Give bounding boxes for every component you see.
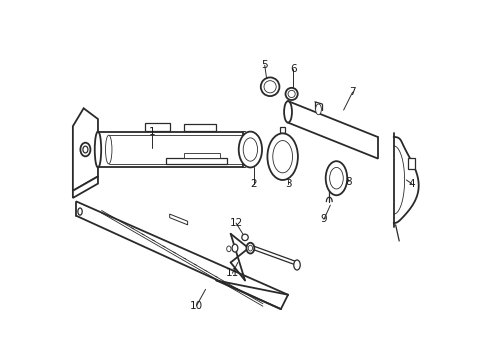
Ellipse shape (330, 167, 343, 189)
Polygon shape (408, 158, 416, 169)
Polygon shape (145, 123, 170, 131)
Ellipse shape (243, 138, 258, 161)
Text: 10: 10 (190, 301, 203, 311)
Ellipse shape (264, 81, 276, 93)
Ellipse shape (248, 245, 252, 251)
Ellipse shape (227, 246, 231, 252)
Text: 11: 11 (226, 268, 239, 278)
Text: 3: 3 (285, 179, 292, 189)
Ellipse shape (286, 88, 298, 100)
Polygon shape (243, 132, 250, 167)
Polygon shape (73, 108, 98, 191)
Ellipse shape (95, 132, 101, 167)
Polygon shape (184, 125, 216, 131)
Ellipse shape (261, 77, 279, 96)
Text: 2: 2 (251, 179, 257, 189)
Text: 4: 4 (409, 179, 415, 189)
Polygon shape (166, 158, 227, 164)
Polygon shape (280, 127, 285, 134)
Polygon shape (184, 153, 220, 158)
Text: 7: 7 (349, 87, 356, 97)
Ellipse shape (288, 90, 295, 98)
Ellipse shape (294, 260, 300, 270)
Polygon shape (73, 176, 98, 198)
Ellipse shape (246, 243, 254, 253)
Text: 8: 8 (345, 177, 352, 187)
Ellipse shape (326, 161, 347, 195)
Text: 5: 5 (261, 60, 268, 70)
Ellipse shape (78, 208, 82, 215)
Text: 9: 9 (320, 215, 327, 224)
Ellipse shape (80, 143, 91, 156)
Ellipse shape (268, 134, 298, 180)
Ellipse shape (273, 140, 293, 173)
Ellipse shape (239, 132, 262, 167)
Ellipse shape (242, 234, 248, 240)
Text: 12: 12 (229, 218, 243, 228)
Ellipse shape (83, 146, 88, 153)
Ellipse shape (316, 104, 321, 115)
Polygon shape (170, 214, 188, 225)
Ellipse shape (284, 101, 292, 123)
Ellipse shape (232, 244, 238, 252)
Text: 6: 6 (290, 64, 297, 74)
Ellipse shape (105, 135, 112, 164)
Text: 1: 1 (148, 127, 155, 136)
